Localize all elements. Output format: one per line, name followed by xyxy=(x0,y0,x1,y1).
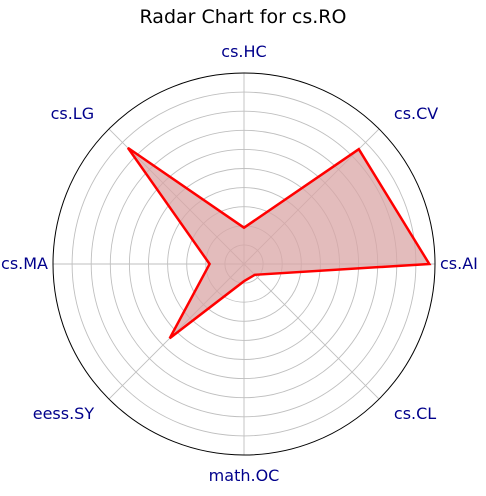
axis-label-cs-lg: cs.LG xyxy=(51,104,95,123)
chart-title: Radar Chart for cs.RO xyxy=(139,6,347,28)
axis-label-math-oc: math.OC xyxy=(209,466,280,485)
data-layer xyxy=(126,146,432,340)
axis-label-cs-ma: cs.MA xyxy=(1,254,48,273)
label-layer: cs.AI cs.CV cs.HC cs.LG cs.MA eess.SY math.OC c… xyxy=(1,42,478,485)
axis-label-cs-ai: cs.AI xyxy=(440,254,478,273)
axis-label-cs-hc: cs.HC xyxy=(221,42,266,61)
axis-label-eess-sy: eess.SY xyxy=(33,404,95,423)
axis-label-cs-cv: cs.CV xyxy=(394,104,438,123)
grid-spoke xyxy=(243,263,380,400)
series-fill xyxy=(127,147,430,339)
outer-frame xyxy=(52,72,436,456)
axis-label-cs-cl: cs.CL xyxy=(394,404,436,423)
